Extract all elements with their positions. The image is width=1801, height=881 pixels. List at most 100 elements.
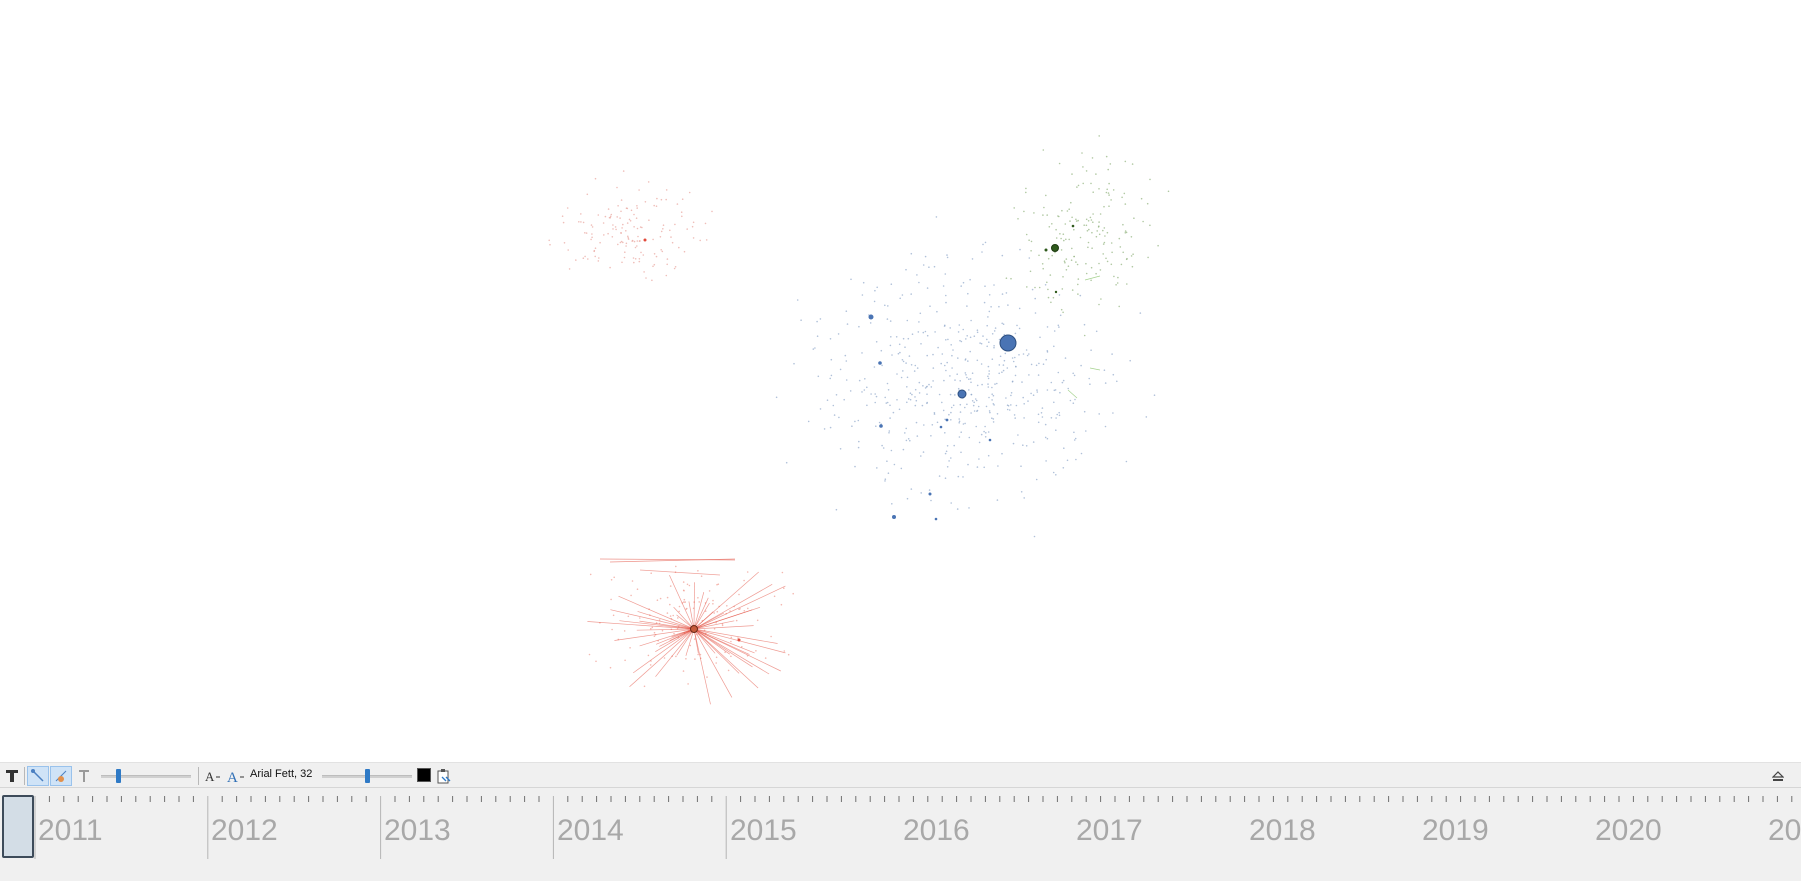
graph-node[interactable] <box>1030 363 1033 366</box>
graph-node[interactable] <box>730 636 733 639</box>
graph-node[interactable] <box>956 373 958 376</box>
graph-node[interactable] <box>1095 272 1097 275</box>
graph-node[interactable] <box>1091 247 1093 249</box>
label-text-button[interactable] <box>73 766 95 786</box>
graph-node[interactable] <box>1153 394 1156 397</box>
graph-node[interactable] <box>829 426 832 429</box>
graph-node[interactable] <box>793 362 795 365</box>
graph-node[interactable] <box>976 466 979 468</box>
graph-node[interactable] <box>652 238 654 241</box>
graph-node[interactable] <box>1103 227 1106 229</box>
graph-node[interactable] <box>1053 330 1056 332</box>
graph-node[interactable] <box>1071 216 1073 219</box>
graph-node[interactable] <box>1001 371 1003 374</box>
graph-node[interactable] <box>984 436 987 438</box>
graph-node[interactable] <box>970 412 972 414</box>
graph-node[interactable] <box>864 378 866 380</box>
graph-node[interactable] <box>621 261 623 264</box>
graph-node[interactable] <box>910 293 912 295</box>
graph-node[interactable] <box>945 301 947 304</box>
graph-node[interactable] <box>638 189 640 191</box>
graph-node[interactable] <box>743 610 746 612</box>
graph-node[interactable] <box>967 463 969 466</box>
graph-node[interactable] <box>1003 333 1006 336</box>
graph-node[interactable] <box>993 404 995 406</box>
graph-node[interactable] <box>1098 225 1100 227</box>
graph-node[interactable] <box>617 243 619 246</box>
graph-node[interactable] <box>628 218 631 221</box>
graph-node[interactable] <box>630 594 632 597</box>
graph-node[interactable] <box>858 440 860 443</box>
graph-node[interactable] <box>1067 265 1070 268</box>
graph-node[interactable] <box>863 389 866 391</box>
graph-node[interactable] <box>960 285 962 287</box>
graph-node[interactable] <box>584 255 586 258</box>
graph-node[interactable] <box>1118 305 1120 308</box>
graph-node[interactable] <box>946 466 949 468</box>
graph-node[interactable] <box>1038 362 1040 365</box>
graph-node[interactable] <box>918 381 921 384</box>
graph-node[interactable] <box>683 589 685 592</box>
graph-node[interactable] <box>958 422 960 424</box>
graph-node[interactable] <box>807 420 810 423</box>
graph-node[interactable] <box>705 239 708 241</box>
graph-node[interactable] <box>755 650 757 652</box>
graph-node[interactable] <box>682 581 685 583</box>
graph-node[interactable] <box>1106 260 1109 263</box>
graph-node[interactable] <box>920 492 922 494</box>
graph-node[interactable] <box>1149 178 1151 181</box>
graph-node[interactable] <box>783 650 786 652</box>
graph-node[interactable] <box>674 223 676 226</box>
timeline-range-handle[interactable] <box>2 795 34 858</box>
graph-node[interactable] <box>1108 182 1110 185</box>
graph-node[interactable] <box>666 596 669 599</box>
graph-node[interactable] <box>636 207 638 209</box>
graph-node[interactable] <box>1104 235 1106 237</box>
graph-node[interactable] <box>1034 312 1037 314</box>
graph-node[interactable] <box>1070 201 1072 204</box>
graph-node[interactable] <box>916 435 919 437</box>
graph-node[interactable] <box>1051 223 1053 225</box>
graph-node[interactable] <box>1044 248 1048 252</box>
graph-node[interactable] <box>1077 283 1079 286</box>
graph-node[interactable] <box>957 357 959 359</box>
graph-node[interactable] <box>1085 224 1088 227</box>
graph-node[interactable] <box>616 186 618 189</box>
graph-node[interactable] <box>593 250 595 253</box>
graph-node[interactable] <box>1023 403 1025 405</box>
graph-node[interactable] <box>1003 359 1006 362</box>
graph-node[interactable] <box>1041 407 1044 409</box>
graph-node[interactable] <box>660 249 662 251</box>
graph-node[interactable] <box>617 205 619 207</box>
graph-node[interactable] <box>988 396 990 399</box>
graph-node[interactable] <box>623 256 626 259</box>
graph-node[interactable] <box>1112 412 1114 414</box>
graph-node[interactable] <box>930 499 932 502</box>
graph-node[interactable] <box>737 638 741 642</box>
graph-node[interactable] <box>575 259 577 261</box>
graph-node[interactable] <box>1079 294 1082 297</box>
graph-node[interactable] <box>916 274 918 276</box>
graph-node[interactable] <box>1014 332 1017 335</box>
graph-node[interactable] <box>904 432 906 434</box>
graph-node[interactable] <box>1058 215 1060 218</box>
graph-node[interactable] <box>1001 452 1003 455</box>
timeline[interactable]: 2011 2012 2013 2014 2015 2016 2017 2018 2019 2020… <box>0 788 1801 881</box>
graph-node[interactable] <box>987 431 990 433</box>
graph-node[interactable] <box>1046 281 1048 284</box>
graph-node[interactable] <box>950 502 952 504</box>
graph-node[interactable] <box>971 258 974 260</box>
graph-node[interactable] <box>1037 421 1040 424</box>
graph-node[interactable] <box>682 670 685 672</box>
graph-node[interactable] <box>1015 404 1018 407</box>
graph-node[interactable] <box>921 404 924 407</box>
graph-node[interactable] <box>653 263 656 266</box>
graph-node[interactable] <box>653 253 656 255</box>
graph-node[interactable] <box>991 399 993 401</box>
graph-node[interactable] <box>1018 307 1021 310</box>
graph-node[interactable] <box>1074 437 1077 440</box>
graph-node[interactable] <box>926 402 928 405</box>
graph-node[interactable] <box>1076 186 1078 188</box>
graph-node[interactable] <box>1105 155 1108 158</box>
graph-node[interactable] <box>957 475 960 478</box>
